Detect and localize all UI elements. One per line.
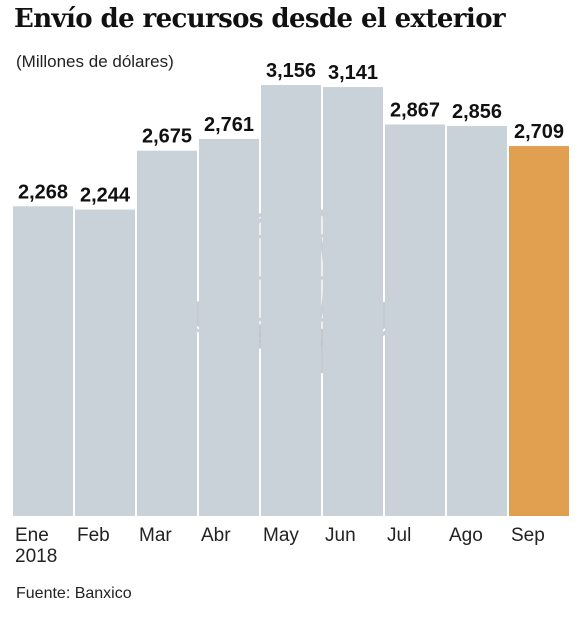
value-label-jun: 3,141 [328, 62, 378, 84]
bar-may [261, 85, 321, 517]
category-label-mar: Mar [139, 525, 172, 546]
bar-ene [13, 206, 73, 516]
value-label-mar: 2,675 [142, 126, 192, 148]
category-label-abr: Abr [201, 525, 231, 546]
bar-jun [323, 87, 383, 517]
category-label-ago: Ago [449, 525, 483, 546]
chart-title: Envío de recursos desde el exterior [14, 4, 506, 34]
category-label-may: May [263, 525, 299, 546]
chart-subtitle: (Millones de dólares) [16, 52, 174, 71]
category-sublabel-year: 2018 [15, 546, 57, 567]
value-label-ene: 2,268 [18, 181, 68, 203]
bar-sep [509, 146, 569, 516]
bar-feb [75, 209, 135, 516]
category-label-jul: Jul [387, 525, 411, 546]
source-note: Fuente: Banxico [16, 585, 132, 602]
value-label-sep: 2,709 [514, 121, 564, 143]
category-label-sep: Sep [511, 525, 545, 546]
category-label-ene: Ene [15, 525, 49, 546]
bar-jul [385, 124, 445, 516]
bar-mar [137, 150, 197, 516]
value-label-may: 3,156 [266, 60, 316, 82]
value-label-abr: 2,761 [204, 114, 254, 136]
bar-abr [199, 138, 259, 517]
value-label-ago: 2,856 [452, 101, 502, 123]
category-label-jun: Jun [325, 525, 356, 546]
bars-group [13, 85, 569, 517]
value-label-jul: 2,867 [390, 99, 440, 121]
category-label-feb: Feb [77, 525, 110, 546]
value-label-feb: 2,244 [80, 185, 131, 207]
bar-ago [447, 125, 507, 516]
